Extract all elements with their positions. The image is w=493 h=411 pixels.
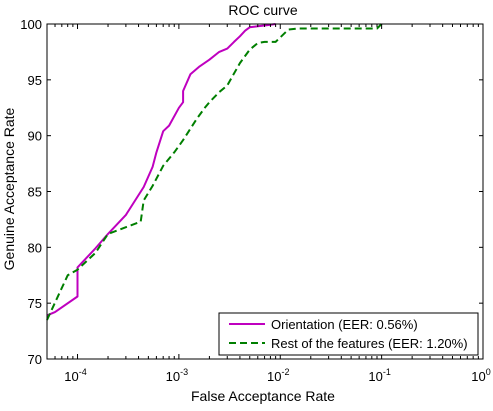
x-tick-label: 10-2 — [267, 367, 289, 384]
x-tick-label: 10-4 — [64, 367, 86, 384]
x-tick-label: 10-3 — [166, 367, 188, 384]
legend-label-rest-of-features: Rest of the features (EER: 1.20%) — [271, 336, 468, 351]
legend-label-orientation: Orientation (EER: 0.56%) — [271, 317, 418, 332]
x-tick-label: 100 — [471, 367, 490, 384]
plot-area — [47, 24, 483, 359]
y-tick-label: 80 — [28, 240, 42, 255]
x-tick-label: 10-1 — [368, 367, 390, 384]
y-tick-label: 75 — [28, 296, 42, 311]
y-tick-label: 95 — [28, 73, 42, 88]
y-tick-label: 70 — [28, 352, 42, 367]
series-layer — [46, 23, 383, 321]
y-axis-label: Genuine Acceptance Rate — [1, 107, 17, 270]
series-line-orientation — [46, 23, 276, 317]
x-axis-label: False Acceptance Rate — [191, 388, 335, 404]
series-line-rest-of-features — [46, 23, 383, 321]
y-tick-label: 85 — [28, 185, 42, 200]
legend: Orientation (EER: 0.56%) Rest of the fea… — [218, 312, 479, 356]
plot-frame — [46, 23, 484, 360]
legend-box — [218, 312, 479, 356]
chart-title: ROC curve — [228, 2, 297, 18]
y-tick-label: 90 — [28, 129, 42, 144]
ticks-layer: 70 75 80 85 90 95 100 10-4 10-3 10-2 10-1 100 — [20, 17, 490, 384]
y-tick-label: 100 — [20, 17, 42, 32]
